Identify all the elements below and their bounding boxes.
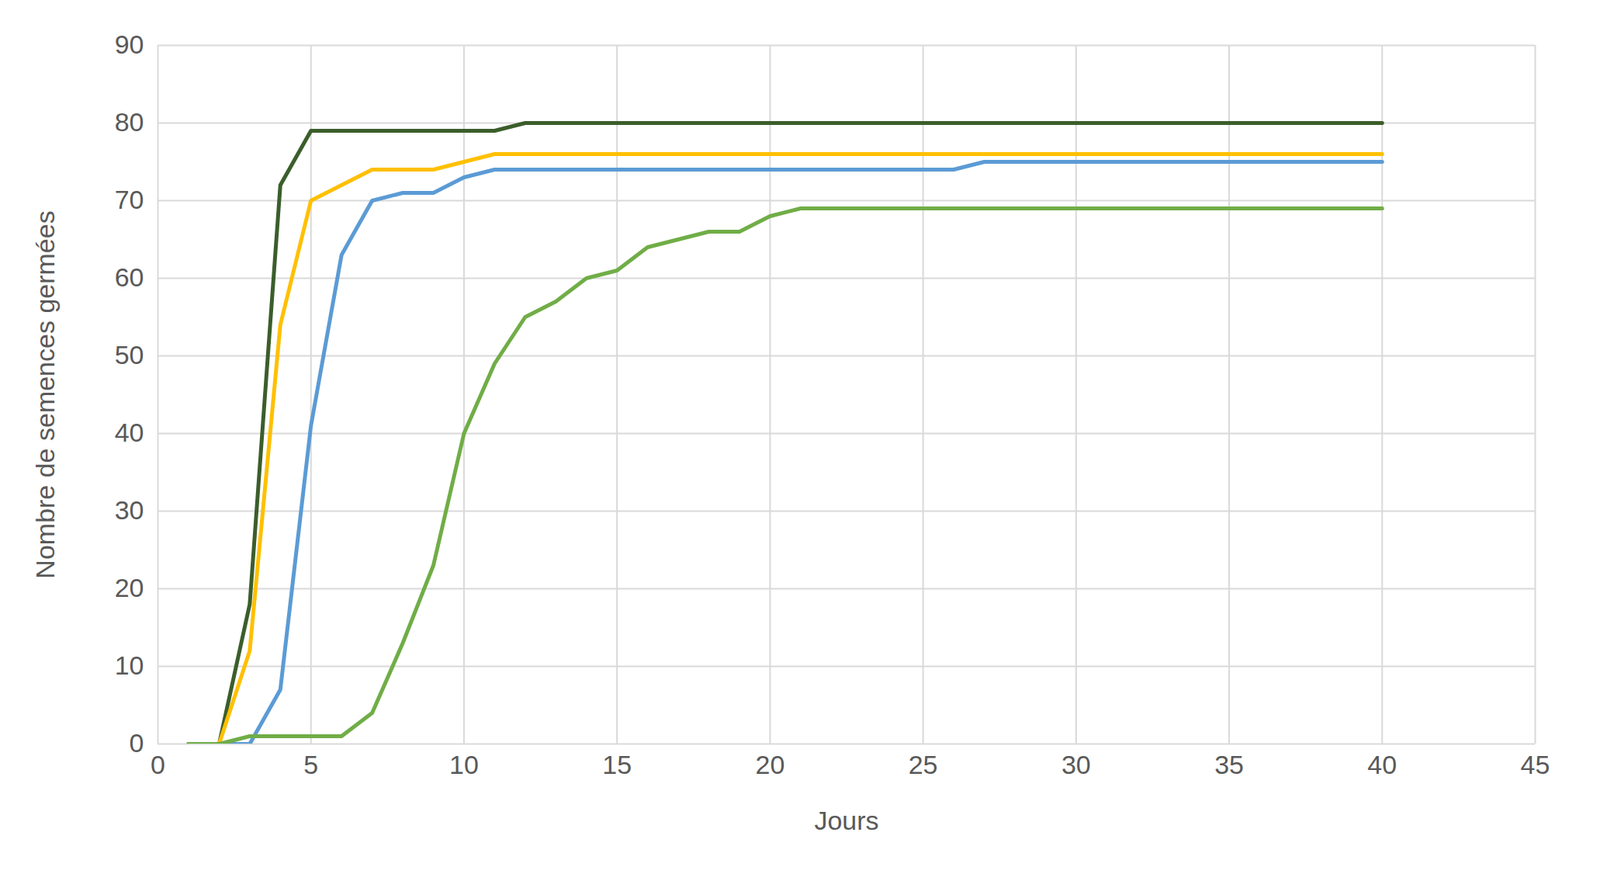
svg-text:35: 35 xyxy=(1214,749,1244,780)
svg-text:80: 80 xyxy=(114,107,145,137)
svg-text:60: 60 xyxy=(114,262,145,292)
svg-text:15: 15 xyxy=(602,749,632,780)
svg-text:20: 20 xyxy=(114,572,145,603)
svg-text:30: 30 xyxy=(1061,749,1091,780)
svg-text:30: 30 xyxy=(114,495,145,525)
svg-text:10: 10 xyxy=(114,650,145,680)
svg-text:45: 45 xyxy=(1520,749,1551,780)
svg-text:25: 25 xyxy=(908,749,939,780)
svg-text:Nombre de semences germées: Nombre de semences germées xyxy=(30,210,60,579)
svg-text:5: 5 xyxy=(303,749,319,780)
svg-text:40: 40 xyxy=(1367,749,1397,780)
svg-text:50: 50 xyxy=(114,339,145,370)
svg-text:40: 40 xyxy=(114,417,145,447)
svg-text:70: 70 xyxy=(114,184,145,215)
svg-text:Jours: Jours xyxy=(813,805,879,835)
svg-text:90: 90 xyxy=(114,29,145,59)
svg-text:20: 20 xyxy=(754,749,785,780)
svg-text:0: 0 xyxy=(150,749,166,780)
svg-text:10: 10 xyxy=(449,749,479,780)
svg-text:0: 0 xyxy=(129,727,145,758)
